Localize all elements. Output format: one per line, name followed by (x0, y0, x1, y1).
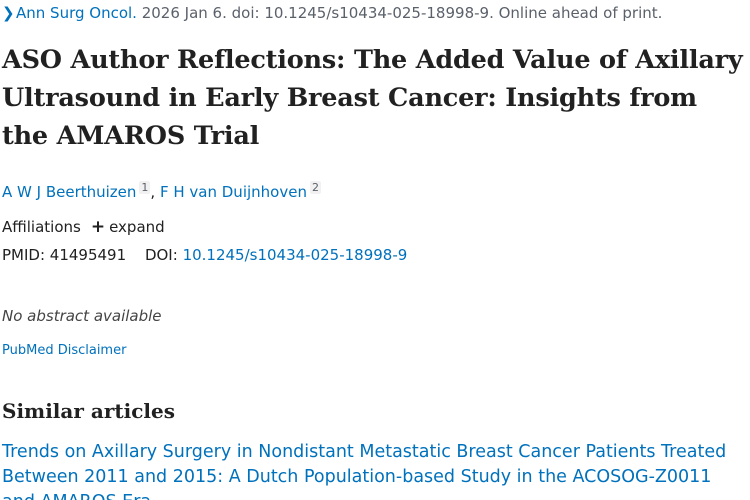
affiliations-label: Affiliations (2, 218, 81, 236)
author-separator: , (150, 183, 160, 201)
expand-button[interactable]: expand (109, 218, 165, 236)
doi-label: DOI: (144, 246, 178, 264)
pubmed-disclaimer-link[interactable]: PubMed Disclaimer (2, 343, 127, 358)
identifiers: PMID: 41495491 DOI: 10.1245/s10434-025-1… (2, 245, 407, 265)
pmid-value: 41495491 (49, 246, 127, 264)
similar-articles-heading: Similar articles (2, 399, 175, 423)
pmid-label: PMID: (2, 246, 46, 264)
doi-link[interactable]: 10.1245/s10434-025-18998-9 (182, 246, 408, 264)
author-list: A W J Beerthuizen 1, F H van Duijnhoven 2 (2, 178, 321, 202)
citation-details: 2026 Jan 6. doi: 10.1245/s10434-025-1899… (141, 4, 663, 22)
plus-icon[interactable]: + (90, 217, 106, 237)
affiliation-ref[interactable]: 1 (139, 181, 151, 194)
chevron-right-icon[interactable]: ❯ (2, 4, 15, 22)
article-title: ASO Author Reflections: The Added Value … (2, 45, 743, 151)
author-link[interactable]: A W J Beerthuizen (2, 183, 137, 201)
affiliations-toggle[interactable]: Affiliations + expand (2, 217, 165, 237)
journal-link[interactable]: Ann Surg Oncol. (16, 4, 137, 22)
author-link[interactable]: F H van Duijnhoven (159, 183, 307, 201)
citation-line: ❯Ann Surg Oncol. 2026 Jan 6. doi: 10.124… (2, 3, 662, 23)
affiliation-ref[interactable]: 2 (309, 181, 321, 194)
similar-article-link[interactable]: Trends on Axillary Surgery in Nondistant… (2, 442, 727, 500)
no-abstract-notice: No abstract available (2, 307, 162, 325)
